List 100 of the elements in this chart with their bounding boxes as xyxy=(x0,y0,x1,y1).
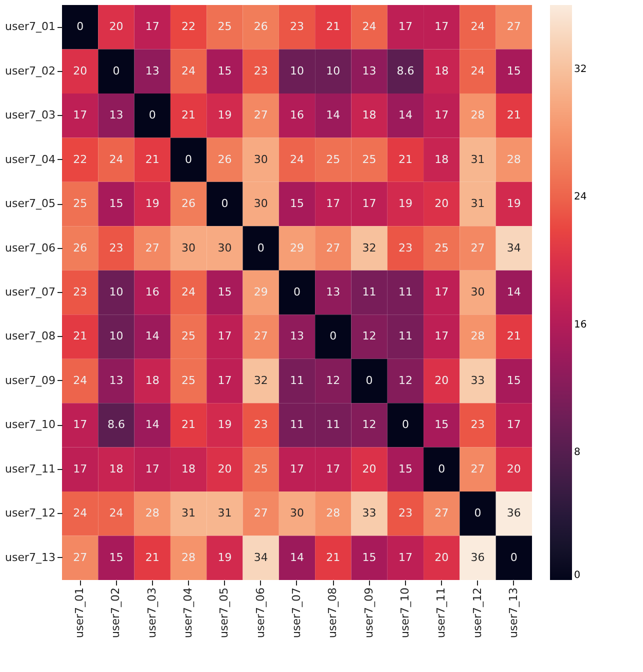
data-label: 15 xyxy=(506,64,521,78)
data-label: 19 xyxy=(218,418,232,432)
data-label: 0 xyxy=(366,374,373,387)
data-label: 13 xyxy=(109,108,124,122)
data-label: 11 xyxy=(398,286,412,298)
data-label: 29 xyxy=(254,286,268,298)
data-label: 17 xyxy=(145,462,160,476)
data-label: 0 xyxy=(330,330,337,343)
data-label: 20 xyxy=(434,374,449,387)
data-label: 15 xyxy=(218,286,232,298)
data-label: 32 xyxy=(362,241,376,254)
data-label: 12 xyxy=(398,374,412,387)
data-label: 17 xyxy=(434,108,449,122)
data-label: 11 xyxy=(362,286,376,298)
data-label: 26 xyxy=(182,197,196,210)
data-label: 10 xyxy=(109,330,124,343)
data-label: 15 xyxy=(109,197,124,210)
data-label: 31 xyxy=(470,152,485,166)
data-label: 24 xyxy=(470,64,485,78)
data-label: 20 xyxy=(506,462,521,476)
data-label: 0 xyxy=(76,20,84,34)
data-label: 0 xyxy=(510,550,518,564)
data-label: 24 xyxy=(109,152,124,166)
x-tick-label: user7_11 xyxy=(434,588,448,638)
data-label: 27 xyxy=(254,330,268,343)
data-label: 15 xyxy=(290,197,304,210)
data-label: 23 xyxy=(398,506,412,520)
data-label: 30 xyxy=(254,197,268,210)
data-label: 23 xyxy=(290,20,304,34)
data-label: 14 xyxy=(145,418,160,432)
x-tick-label: user7_02 xyxy=(109,588,122,638)
data-label: 13 xyxy=(326,286,340,298)
data-label: 14 xyxy=(326,108,340,122)
data-label: 20 xyxy=(218,462,232,476)
data-label: 27 xyxy=(434,506,449,520)
x-tick-label: user7_06 xyxy=(254,588,267,638)
data-label: 28 xyxy=(145,506,160,520)
data-label: 12 xyxy=(362,418,376,432)
data-label: 8.6 xyxy=(396,64,414,78)
data-label: 36 xyxy=(470,550,485,564)
data-label: 24 xyxy=(109,506,124,520)
y-tick-label: user7_13 xyxy=(5,550,56,564)
data-label: 24 xyxy=(182,64,196,78)
data-label: 0 xyxy=(112,64,120,78)
data-label: 21 xyxy=(326,550,340,564)
data-label: 15 xyxy=(506,374,521,387)
data-label: 34 xyxy=(506,241,521,254)
data-label: 0 xyxy=(438,462,446,476)
y-tick-label: user7_04 xyxy=(5,152,56,166)
data-label: 30 xyxy=(254,152,268,166)
x-tick-label: user7_08 xyxy=(326,588,340,638)
data-label: 21 xyxy=(182,418,196,432)
data-label: 23 xyxy=(254,418,268,432)
data-label: 18 xyxy=(434,64,449,78)
data-label: 27 xyxy=(470,462,485,476)
data-label: 10 xyxy=(326,64,340,78)
data-label: 19 xyxy=(398,197,412,210)
data-label: 19 xyxy=(218,108,232,122)
data-label: 25 xyxy=(218,20,232,34)
data-label: 14 xyxy=(290,550,304,564)
data-label: 14 xyxy=(145,330,160,343)
data-label: 31 xyxy=(182,506,196,520)
data-label: 29 xyxy=(290,241,304,254)
data-label: 23 xyxy=(398,241,412,254)
y-tick-label: user7_07 xyxy=(5,286,56,298)
data-label: 25 xyxy=(254,462,268,476)
y-tick-label: user7_02 xyxy=(5,64,56,78)
data-label: 17 xyxy=(506,418,521,432)
data-label: 21 xyxy=(398,152,412,166)
data-label: 18 xyxy=(362,108,376,122)
data-label: 17 xyxy=(218,374,232,387)
data-label: 21 xyxy=(506,108,521,122)
data-label: 27 xyxy=(254,506,268,520)
data-label: 28 xyxy=(470,108,485,122)
y-tick-label: user7_08 xyxy=(5,330,56,343)
x-tick-label: user7_10 xyxy=(398,588,412,638)
data-label: 28 xyxy=(506,152,521,166)
data-label: 22 xyxy=(182,20,196,34)
color-bar-label: 8 xyxy=(574,447,580,458)
data-label: 20 xyxy=(109,20,124,34)
data-label: 19 xyxy=(145,197,160,210)
data-label: 27 xyxy=(506,20,521,34)
data-label: 10 xyxy=(109,286,124,298)
data-label: 26 xyxy=(254,20,268,34)
data-label: 13 xyxy=(290,330,304,343)
data-label: 18 xyxy=(145,374,160,387)
data-label: 36 xyxy=(506,506,521,520)
data-label: 17 xyxy=(398,550,412,564)
y-tick-label: user7_05 xyxy=(5,197,56,210)
data-label: 13 xyxy=(109,374,124,387)
y-tick-label: user7_10 xyxy=(5,418,56,432)
y-tick-label: user7_12 xyxy=(5,506,56,520)
data-label: 21 xyxy=(182,108,196,122)
color-bar-label: 0 xyxy=(574,570,580,581)
data-label: 17 xyxy=(326,197,340,210)
data-label: 17 xyxy=(290,462,304,476)
data-label: 11 xyxy=(398,330,412,343)
data-label: 27 xyxy=(254,108,268,122)
x-tick-label: user7_01 xyxy=(73,588,86,638)
data-label: 8.6 xyxy=(107,418,125,432)
